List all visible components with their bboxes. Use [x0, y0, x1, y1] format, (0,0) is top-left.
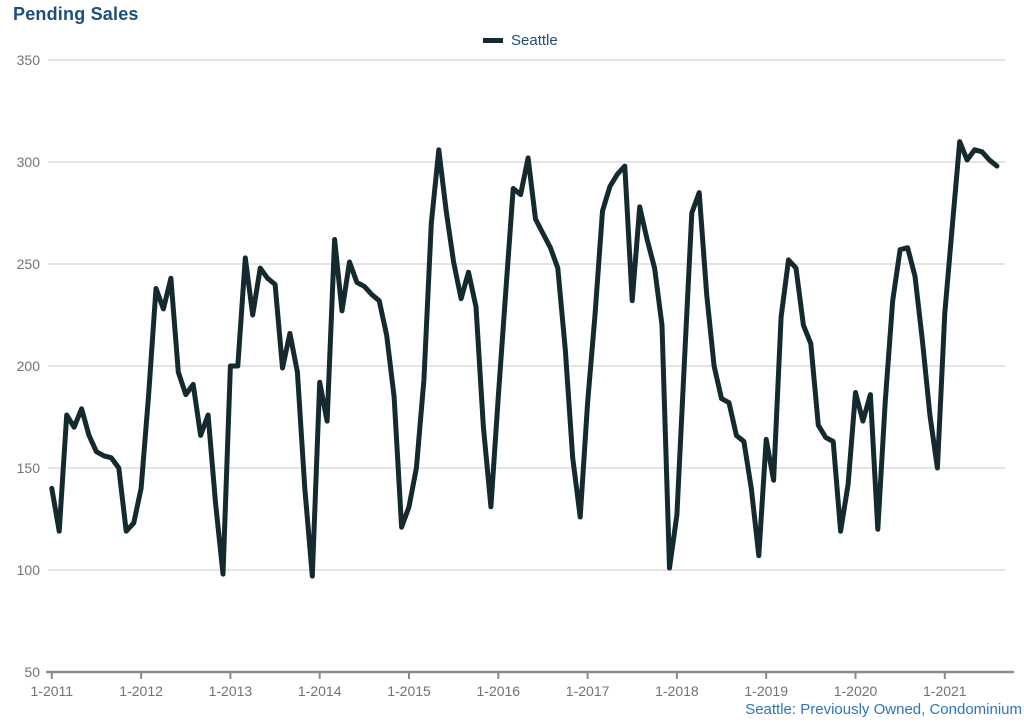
legend-line-swatch — [483, 37, 503, 43]
x-axis-tick-label: 1-2018 — [655, 683, 699, 699]
x-axis-tick-label: 1-2014 — [298, 683, 342, 699]
y-axis-tick-label: 100 — [17, 562, 41, 578]
x-axis-tick-label: 1-2019 — [744, 683, 788, 699]
x-axis-tick-label: 1-2021 — [923, 683, 967, 699]
page-title: Pending Sales — [13, 4, 139, 24]
legend: Seattle — [483, 31, 558, 49]
y-axis-tick-label: 350 — [17, 52, 41, 68]
y-axis-tick-label: 50 — [24, 664, 40, 680]
y-axis-tick-label: 250 — [17, 256, 41, 272]
x-axis-tick-label: 1-2020 — [834, 683, 878, 699]
legend-label: Seattle — [511, 31, 558, 49]
series-line-seattle — [49, 139, 1000, 579]
x-axis-tick-label: 1-2013 — [209, 683, 253, 699]
chart-footnote: Seattle: Previously Owned, Condominium — [745, 701, 1022, 718]
x-axis-tick-label: 1-2012 — [119, 683, 163, 699]
x-axis-tick-label: 1-2017 — [566, 683, 610, 699]
y-axis-tick-label: 150 — [17, 460, 41, 476]
x-axis-tick-label: 1-2016 — [477, 683, 521, 699]
y-axis-tick-label: 300 — [17, 154, 41, 170]
x-axis-tick-label: 1-2011 — [31, 683, 74, 699]
x-axis-tick-label: 1-2015 — [387, 683, 431, 699]
y-axis-tick-label: 200 — [17, 358, 41, 374]
